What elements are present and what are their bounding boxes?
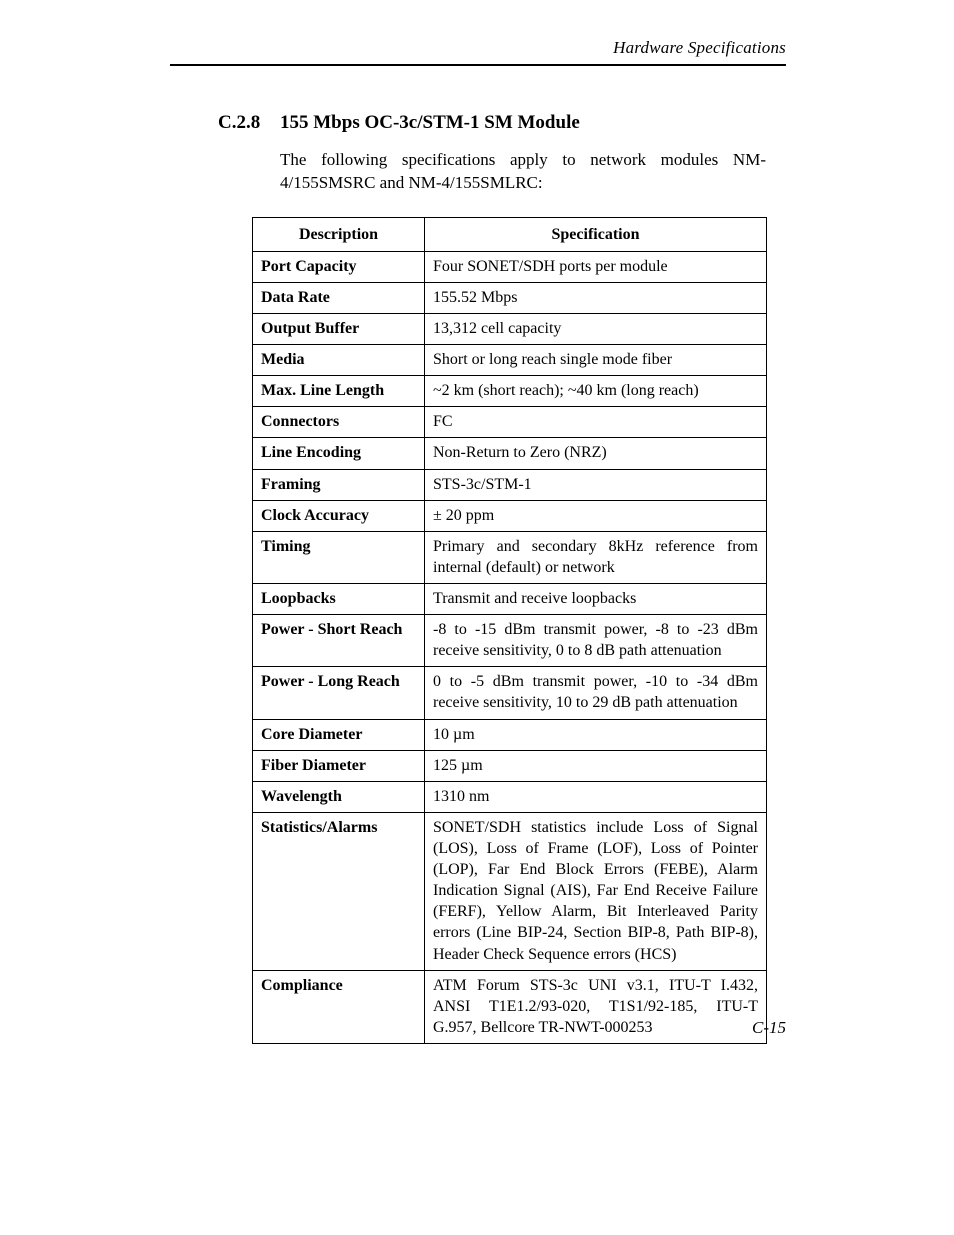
spec-description: Timing	[253, 531, 425, 583]
spec-description: Loopbacks	[253, 583, 425, 614]
spec-value: SONET/SDH statistics include Loss of Sig…	[425, 812, 767, 970]
spec-value: STS-3c/STM-1	[425, 469, 767, 500]
table-row: Clock Accuracy± 20 ppm	[253, 500, 767, 531]
spec-description: Max. Line Length	[253, 376, 425, 407]
spec-description: Media	[253, 345, 425, 376]
section-title: 155 Mbps OC-3c/STM-1 SM Module	[280, 112, 580, 135]
spec-description: Statistics/Alarms	[253, 812, 425, 970]
table-row: Core Diameter10 µm	[253, 719, 767, 750]
spec-value: -8 to -15 dBm transmit power, -8 to -23 …	[425, 615, 767, 667]
spec-value: Four SONET/SDH ports per module	[425, 251, 767, 282]
header-rule	[170, 64, 786, 66]
spec-description: Power - Short Reach	[253, 615, 425, 667]
table-row: Max. Line Length~2 km (short reach); ~40…	[253, 376, 767, 407]
spec-description: Data Rate	[253, 282, 425, 313]
table-row: ComplianceATM Forum STS-3c UNI v3.1, ITU…	[253, 970, 767, 1043]
spec-value: Transmit and receive loopbacks	[425, 583, 767, 614]
spec-value: Non-Return to Zero (NRZ)	[425, 438, 767, 469]
col-header-specification: Specification	[425, 217, 767, 251]
section-number: C.2.8	[218, 112, 280, 135]
spec-description: Line Encoding	[253, 438, 425, 469]
table-row: FramingSTS-3c/STM-1	[253, 469, 767, 500]
content-block: C.2.8 155 Mbps OC-3c/STM-1 SM Module The…	[218, 112, 766, 1044]
spec-value: FC	[425, 407, 767, 438]
table-header-row: Description Specification	[253, 217, 767, 251]
spec-description: Compliance	[253, 970, 425, 1043]
table-row: LoopbacksTransmit and receive loopbacks	[253, 583, 767, 614]
spec-value: ATM Forum STS-3c UNI v3.1, ITU-T I.432, …	[425, 970, 767, 1043]
page-number: C-15	[752, 1018, 786, 1038]
spec-description: Output Buffer	[253, 314, 425, 345]
page-header: Hardware Specifications	[170, 38, 786, 74]
spec-value: 13,312 cell capacity	[425, 314, 767, 345]
spec-value: ~2 km (short reach); ~40 km (long reach)	[425, 376, 767, 407]
spec-value: Short or long reach single mode fiber	[425, 345, 767, 376]
spec-value: ± 20 ppm	[425, 500, 767, 531]
page: Hardware Specifications C.2.8 155 Mbps O…	[0, 0, 954, 1235]
spec-table: Description Specification Port CapacityF…	[252, 217, 767, 1044]
spec-value: Primary and secondary 8kHz reference fro…	[425, 531, 767, 583]
spec-description: Clock Accuracy	[253, 500, 425, 531]
table-row: Line EncodingNon-Return to Zero (NRZ)	[253, 438, 767, 469]
section-heading: C.2.8 155 Mbps OC-3c/STM-1 SM Module	[218, 112, 766, 135]
spec-description: Fiber Diameter	[253, 750, 425, 781]
spec-description: Core Diameter	[253, 719, 425, 750]
table-row: Output Buffer13,312 cell capacity	[253, 314, 767, 345]
spec-value: 1310 nm	[425, 781, 767, 812]
spec-description: Port Capacity	[253, 251, 425, 282]
table-row: Power - Long Reach0 to -5 dBm transmit p…	[253, 667, 767, 719]
spec-description: Power - Long Reach	[253, 667, 425, 719]
table-row: TimingPrimary and secondary 8kHz referen…	[253, 531, 767, 583]
table-row: Fiber Diameter125 µm	[253, 750, 767, 781]
intro-paragraph: The following specifications apply to ne…	[280, 149, 766, 195]
table-row: Statistics/AlarmsSONET/SDH statistics in…	[253, 812, 767, 970]
spec-table-body: Port CapacityFour SONET/SDH ports per mo…	[253, 251, 767, 1043]
table-row: Data Rate155.52 Mbps	[253, 282, 767, 313]
spec-value: 0 to -5 dBm transmit power, -10 to -34 d…	[425, 667, 767, 719]
table-row: Wavelength1310 nm	[253, 781, 767, 812]
spec-description: Connectors	[253, 407, 425, 438]
spec-description: Wavelength	[253, 781, 425, 812]
table-row: MediaShort or long reach single mode fib…	[253, 345, 767, 376]
spec-value: 10 µm	[425, 719, 767, 750]
spec-description: Framing	[253, 469, 425, 500]
table-row: Power - Short Reach-8 to -15 dBm transmi…	[253, 615, 767, 667]
table-row: ConnectorsFC	[253, 407, 767, 438]
spec-value: 155.52 Mbps	[425, 282, 767, 313]
col-header-description: Description	[253, 217, 425, 251]
running-title: Hardware Specifications	[170, 38, 786, 58]
spec-value: 125 µm	[425, 750, 767, 781]
table-row: Port CapacityFour SONET/SDH ports per mo…	[253, 251, 767, 282]
